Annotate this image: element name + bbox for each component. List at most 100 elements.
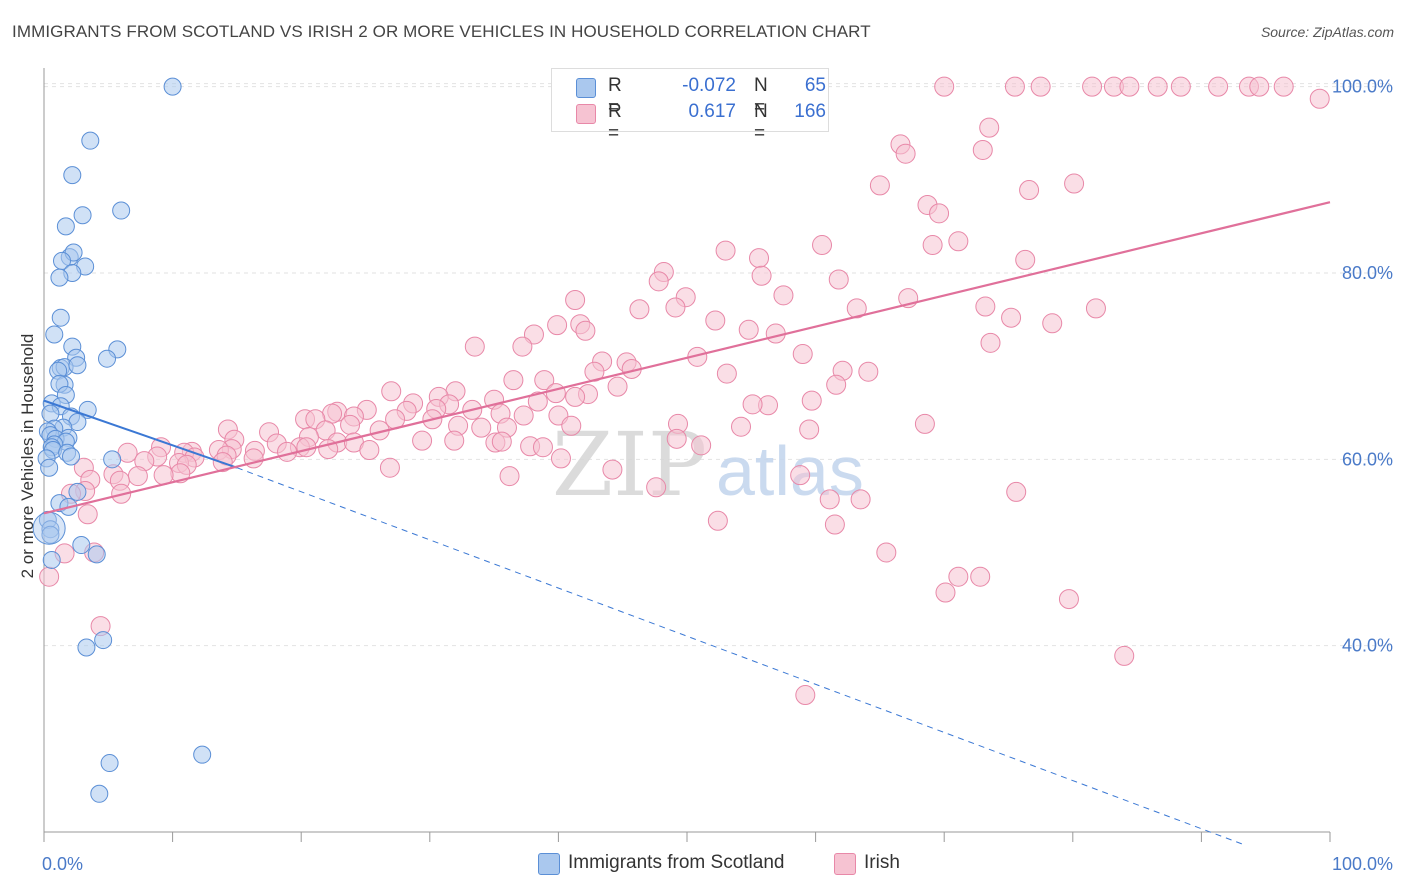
irish-point [922, 235, 943, 256]
irish-point [607, 376, 628, 397]
irish-point [705, 310, 726, 331]
irish-point [1170, 76, 1191, 97]
irish-point [534, 370, 555, 391]
x-tick-label: 100.0% [1332, 854, 1393, 874]
irish-point [322, 403, 343, 424]
scotland-point [51, 308, 70, 327]
trend-lines [43, 201, 1331, 846]
irish-point [1119, 76, 1140, 97]
scotland-point [98, 349, 117, 368]
irish-point [602, 459, 623, 480]
irish-point [824, 514, 845, 535]
irish-point [828, 269, 849, 290]
scotland-point [72, 536, 91, 555]
irish-point [381, 381, 402, 402]
irish-point [979, 117, 1000, 138]
irish-point [561, 415, 582, 436]
series-legend: Immigrants from Scotland Irish [0, 852, 1406, 878]
scotland-points [32, 77, 212, 803]
irish-point [127, 466, 148, 487]
legend-n-label: N = [754, 75, 768, 118]
irish-point [444, 430, 465, 451]
chart-title: IMMIGRANTS FROM SCOTLAND VS IRISH 2 OR M… [12, 22, 871, 41]
irish-point [716, 363, 737, 384]
scotland-point [40, 458, 59, 477]
scotland-point [50, 268, 69, 287]
legend-swatch-irish [834, 853, 856, 875]
irish-point [948, 231, 969, 252]
irish-points [39, 76, 1330, 706]
scotland-point [90, 784, 109, 803]
irish-point [795, 685, 816, 706]
irish-point [914, 413, 935, 434]
irish-point [812, 235, 833, 256]
scotland-point [87, 545, 106, 564]
irish-point [575, 320, 596, 341]
scotland-point [42, 550, 61, 569]
irish-point [565, 386, 586, 407]
irish-point [532, 437, 553, 458]
irish-point [1085, 298, 1106, 319]
irish-point [629, 299, 650, 320]
scotland-point [45, 325, 64, 344]
irish-point [742, 394, 763, 415]
irish-point [970, 566, 991, 587]
legend-swatch-irish [576, 104, 596, 124]
irish-point [1114, 645, 1135, 666]
irish-point [1004, 76, 1025, 97]
irish-point [826, 374, 847, 395]
irish-point [731, 416, 752, 437]
irish-point [975, 296, 996, 317]
scotland-point [62, 447, 81, 466]
legend-r-label: R = [608, 101, 622, 144]
irish-point [876, 542, 897, 563]
scotland-point [41, 404, 60, 423]
irish-trend-line [43, 201, 1331, 515]
scotland-point [163, 77, 182, 96]
scotland-point [112, 201, 131, 220]
irish-point [858, 361, 879, 382]
irish-point [773, 285, 794, 306]
scotland-point [32, 511, 66, 545]
irish-point [499, 466, 520, 487]
irish-point [1058, 589, 1079, 610]
irish-point [550, 448, 571, 469]
irish-point [691, 435, 712, 456]
irish-point [545, 383, 566, 404]
irish-point [512, 336, 533, 357]
irish-point [1273, 76, 1294, 97]
irish-point [850, 489, 871, 510]
irish-point [972, 139, 993, 160]
scotland-point [41, 525, 60, 544]
irish-point [491, 431, 512, 452]
irish-point [1309, 88, 1330, 109]
scotland-point [94, 631, 113, 650]
y-tick-labels: 40.0% 60.0% 80.0% 100.0% [1332, 77, 1393, 656]
irish-point [790, 465, 811, 486]
source-credit: Source: ZipAtlas.com [1260, 24, 1394, 40]
irish-point [513, 405, 534, 426]
irish-point [1001, 307, 1022, 328]
scotland-trend-line [43, 399, 238, 469]
legend-r-value: -0.072 [682, 75, 736, 96]
irish-point [935, 582, 956, 603]
irish-point [707, 510, 728, 531]
irish-point [846, 298, 867, 319]
legend-label-scotland: Immigrants from Scotland [568, 852, 785, 873]
irish-point [799, 419, 820, 440]
irish-point [665, 297, 686, 318]
scotland-point [100, 754, 119, 773]
legend-n-label: N = [754, 101, 768, 144]
irish-point [980, 332, 1001, 353]
irish-point [646, 477, 667, 498]
legend-n-value: 65 [804, 75, 826, 96]
legend-r-label: R = [608, 75, 622, 118]
scotland-point [193, 745, 212, 764]
scotland-point [77, 638, 96, 657]
irish-point [934, 76, 955, 97]
irish-point [869, 175, 890, 196]
irish-point [1019, 180, 1040, 201]
irish-point [39, 566, 60, 587]
x-tick-marks [43, 832, 1331, 842]
y-tick-label: 60.0% [1342, 449, 1393, 469]
